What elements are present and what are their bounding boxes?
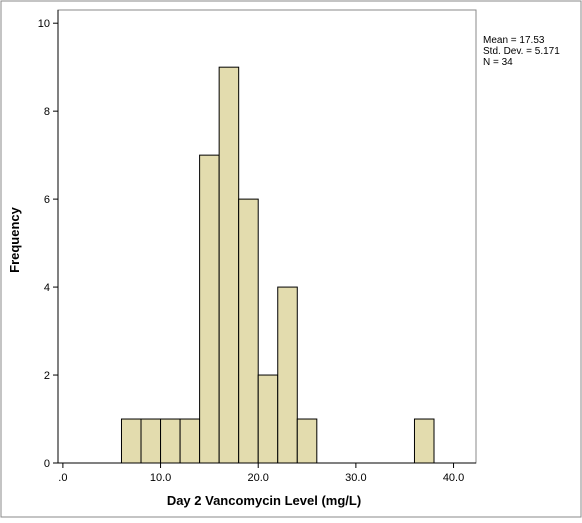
x-tick-label: 40.0 xyxy=(443,472,464,484)
stat-n: N = 34 xyxy=(483,57,513,68)
stats-legend: Mean = 17.53 Std. Dev. = 5.171 N = 34 xyxy=(483,35,560,68)
x-tick-label: .0 xyxy=(58,472,67,484)
y-tick-label: 10 xyxy=(38,18,50,30)
histogram-bar xyxy=(296,418,318,464)
x-axis-label: Day 2 Vancomycin Level (mg/L) xyxy=(167,493,361,508)
y-axis-label: Frequency xyxy=(7,206,22,273)
y-tick-label: 6 xyxy=(44,194,50,206)
x-tick-label: 30.0 xyxy=(345,472,366,484)
histogram-bar xyxy=(160,418,181,464)
histogram-bar xyxy=(140,418,162,464)
x-tick-label: 20.0 xyxy=(247,472,268,484)
y-tick-label: 8 xyxy=(44,106,50,118)
y-tick-label: 4 xyxy=(44,282,50,294)
stat-mean: Mean = 17.53 xyxy=(483,35,545,46)
histogram-bar xyxy=(179,418,201,464)
histogram-bar xyxy=(413,418,435,464)
stat-std-dev: Std. Dev. = 5.171 xyxy=(483,46,560,57)
histogram-bar xyxy=(238,198,259,464)
y-tick-label: 0 xyxy=(44,458,50,470)
histogram-bar xyxy=(120,418,142,464)
x-tick-label: 10.0 xyxy=(150,472,171,484)
histogram-bar xyxy=(218,66,240,464)
histogram-bar xyxy=(277,286,298,464)
y-tick-label: 2 xyxy=(44,370,50,382)
x-ticks: .0 10.0 20.0 30.0 40.0 xyxy=(58,463,464,484)
axes xyxy=(57,10,476,464)
bars xyxy=(120,66,435,464)
histogram-bar xyxy=(199,154,220,464)
histogram-bar xyxy=(257,374,279,464)
y-ticks: 0 2 4 6 8 10 xyxy=(38,18,58,470)
